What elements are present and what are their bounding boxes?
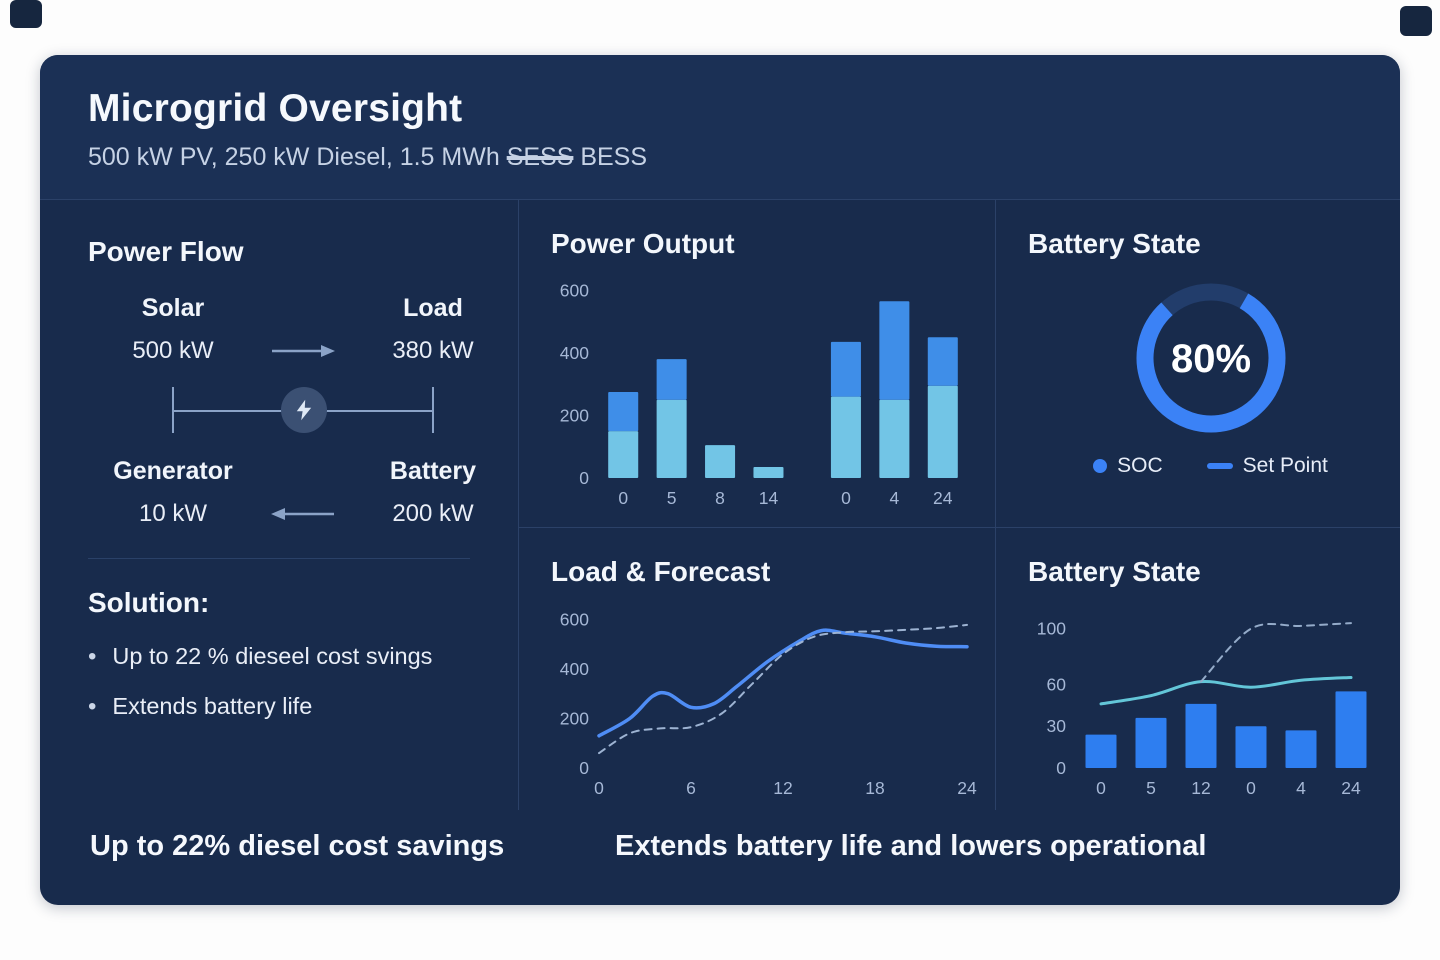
load-node-label: Load	[403, 294, 463, 322]
power-flow-title: Power Flow	[88, 236, 244, 267]
svg-text:4: 4	[1296, 778, 1306, 798]
battery-state-chart: 0 30 60 100 0 5 12 0 4 24	[1037, 619, 1367, 798]
flow-values-bottom: 10 kW 200 kW	[88, 500, 518, 528]
flow-labels-bottom: Generator Battery	[88, 457, 518, 500]
battery-node-label: Battery	[389, 457, 477, 485]
svg-text:400: 400	[560, 343, 589, 363]
legend-item-set-point: Set Point	[1206, 454, 1328, 478]
svg-text:24: 24	[957, 778, 977, 798]
power-output-panel: Power Output 0 200 400 600 0 5 8 14 0 4 24	[518, 200, 995, 527]
solar-node-label: Solar	[141, 294, 205, 322]
svg-text:600: 600	[560, 609, 589, 629]
subtitle-prefix: 500 kW PV, 250 kW Diesel, 1.5 MWh	[88, 143, 507, 171]
flow-values-top: 500 kW 380 kW	[88, 337, 518, 365]
solution-bullet: Extends battery life	[88, 693, 470, 721]
dashboard-body: Power Flow Solar Load 500 kW 380 kW	[40, 200, 1400, 905]
solution-list: Up to 22 % dieseel cost svings Extends b…	[88, 643, 470, 721]
svg-text:5: 5	[667, 488, 677, 508]
svg-text:24: 24	[933, 488, 953, 508]
load-node-value: 380 kW	[392, 337, 474, 364]
soc-dot-icon	[1093, 459, 1108, 473]
solution-bullet-text: Up to 22 % dieseel cost svings	[112, 643, 433, 669]
battery-soc-value: 80%	[1170, 337, 1250, 381]
svg-text:0: 0	[841, 488, 851, 508]
svg-text:0: 0	[1246, 778, 1256, 798]
svg-text:0: 0	[579, 758, 589, 778]
legend-item-soc: SOC	[1093, 454, 1163, 478]
svg-text:0: 0	[618, 488, 628, 508]
lightning-bolt-icon	[281, 387, 327, 433]
power-output-title: Power Output	[551, 228, 735, 259]
dashboard-card: Microgrid Oversight 500 kW PV, 250 kW Di…	[40, 55, 1400, 905]
svg-text:5: 5	[1146, 778, 1156, 798]
set-point-line-icon	[1206, 463, 1233, 469]
solution-bullet: Up to 22 % dieseel cost svings	[88, 643, 470, 671]
footer-battery-text: Extends battery life and lowers operatio…	[615, 830, 1207, 862]
generator-node-label: Generator	[113, 457, 233, 485]
battery-state-title: Battery State	[1028, 556, 1201, 587]
header: Microgrid Oversight 500 kW PV, 250 kW Di…	[40, 55, 1400, 200]
corner-artifact-left	[10, 0, 42, 28]
power-flow-diagram: Solar Load 500 kW 380 kW	[88, 294, 518, 528]
load-forecast-panel: Load & Forecast 0 200 400 600 0 6 12 18 24	[518, 527, 995, 810]
svg-text:60: 60	[1047, 674, 1067, 694]
solution-title: Solution:	[88, 587, 210, 618]
subtitle: 500 kW PV, 250 kW Diesel, 1.5 MWh SESS B…	[88, 143, 1352, 172]
svg-text:24: 24	[1341, 778, 1361, 798]
svg-text:8: 8	[715, 488, 725, 508]
svg-text:200: 200	[560, 708, 589, 728]
load-forecast-chart: 0 200 400 600 0 6 12 18 24	[560, 609, 977, 798]
battery-gauge-wrap: 80% SOC Set Point	[1028, 274, 1393, 478]
power-flow-section: Power Flow Solar Load 500 kW 380 kW	[40, 200, 518, 810]
generator-node-value: 10 kW	[138, 500, 207, 527]
battery-gauge-panel: Battery State 80% SOC Set Point	[995, 200, 1400, 527]
svg-text:4: 4	[890, 488, 900, 508]
footer-savings-text: Up to 22% diesel cost savings	[90, 830, 505, 862]
legend-label-set-point: Set Point	[1242, 454, 1328, 477]
svg-text:0: 0	[1056, 758, 1066, 778]
flow-labels-top: Solar Load	[88, 294, 518, 337]
svg-text:12: 12	[773, 778, 792, 798]
svg-text:14: 14	[759, 488, 779, 508]
svg-text:0: 0	[594, 778, 604, 798]
svg-text:0: 0	[1096, 778, 1106, 798]
battery-gauge-legend: SOC Set Point	[1093, 454, 1328, 478]
solution-section: Solution: Up to 22 % dieseel cost svings…	[88, 558, 470, 721]
battery-gauge: 80%	[1136, 283, 1285, 433]
legend-label-soc: SOC	[1117, 454, 1163, 477]
battery-state-panel: Battery State 0 30 60 100 0 5 12 0 4 24	[995, 527, 1400, 810]
summary-footer: Up to 22% diesel cost savings Extends ba…	[40, 810, 1400, 905]
subtitle-suffix: BESS	[573, 143, 648, 171]
svg-text:0: 0	[579, 468, 589, 488]
svg-text:30: 30	[1047, 716, 1067, 736]
battery-node-value: 200 kW	[392, 500, 474, 527]
svg-text:400: 400	[560, 659, 589, 679]
svg-text:200: 200	[560, 405, 589, 425]
svg-text:6: 6	[686, 778, 696, 798]
battery-gauge-title: Battery State	[1028, 228, 1201, 259]
flow-connector	[88, 373, 518, 447]
power-output-chart: 0 200 400 600 0 5 8 14 0 4 24	[560, 280, 958, 508]
solution-bullet-text: Extends battery life	[112, 693, 313, 719]
svg-text:100: 100	[1037, 619, 1066, 639]
load-forecast-title: Load & Forecast	[551, 556, 771, 587]
corner-artifact-right	[1400, 6, 1432, 36]
arrow-left-icon	[271, 508, 334, 520]
solar-node-value: 500 kW	[132, 337, 214, 364]
subtitle-struck-text: SESS	[506, 143, 574, 171]
svg-text:600: 600	[560, 280, 589, 300]
arrow-right-icon	[272, 345, 335, 357]
connector-endbar-right	[432, 387, 434, 433]
page-title: Microgrid Oversight	[88, 87, 463, 130]
svg-text:12: 12	[1191, 778, 1210, 798]
svg-text:18: 18	[865, 778, 884, 798]
